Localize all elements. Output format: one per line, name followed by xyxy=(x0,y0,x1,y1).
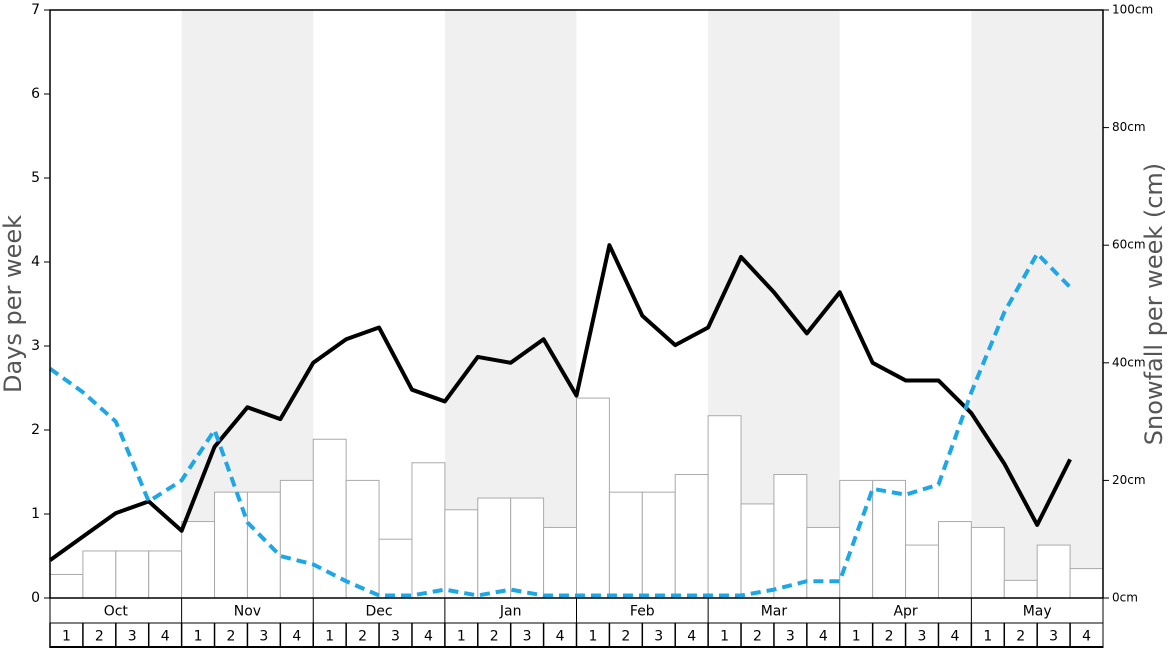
week-label: 2 xyxy=(1016,629,1025,645)
week-label: 4 xyxy=(556,629,565,645)
bar xyxy=(345,479,380,599)
week-label: 3 xyxy=(918,629,927,645)
bar xyxy=(115,550,150,599)
week-label: 3 xyxy=(786,629,795,645)
bar xyxy=(576,397,610,599)
week-label: 1 xyxy=(325,629,334,645)
week-label: 2 xyxy=(753,629,762,645)
y2-tick-label: 80cm xyxy=(1112,120,1146,134)
bar xyxy=(49,573,84,599)
bar xyxy=(872,479,907,599)
y-tick-label: 7 xyxy=(31,2,40,18)
bar xyxy=(1036,544,1071,599)
bar xyxy=(970,526,1005,599)
bar xyxy=(641,491,676,599)
y-tick-label: 0 xyxy=(31,590,40,606)
month-label: Nov xyxy=(234,604,261,620)
week-label: 1 xyxy=(194,629,203,645)
month-label: Oct xyxy=(104,604,129,620)
week-label: 3 xyxy=(523,629,532,645)
y2-tick-label: 100cm xyxy=(1112,3,1153,17)
week-label: 4 xyxy=(1082,629,1091,645)
bar xyxy=(411,462,446,599)
week-label: 3 xyxy=(1049,629,1058,645)
bar xyxy=(444,509,479,599)
bar xyxy=(707,415,742,599)
bar xyxy=(82,550,117,599)
bar xyxy=(905,544,939,599)
month-shade xyxy=(971,10,1103,598)
bar xyxy=(148,550,183,599)
y-tick-label: 6 xyxy=(31,86,40,102)
y2-tick-label: 20cm xyxy=(1112,473,1146,487)
week-label: 1 xyxy=(588,629,597,645)
bar xyxy=(279,479,314,599)
y-axis-title: Days per week xyxy=(0,215,27,393)
month-label: Apr xyxy=(893,604,917,620)
bar xyxy=(1003,579,1038,599)
month-label: Jan xyxy=(499,604,522,620)
line xyxy=(48,251,1072,598)
week-label: 3 xyxy=(654,629,663,645)
y2-tick-label: 40cm xyxy=(1112,355,1146,369)
month-label: May xyxy=(1023,604,1052,620)
y-tick-label: 4 xyxy=(31,254,40,270)
week-label: 4 xyxy=(424,629,433,645)
month-label: Mar xyxy=(761,604,788,620)
week-label: 3 xyxy=(128,629,137,645)
bar xyxy=(608,491,643,599)
week-label: 1 xyxy=(720,629,729,645)
y2-tick-label: 0cm xyxy=(1112,591,1138,605)
y-tick-label: 3 xyxy=(31,338,40,354)
week-label: 2 xyxy=(621,629,630,645)
bar xyxy=(246,491,281,599)
bar xyxy=(510,497,545,599)
bar xyxy=(806,526,841,599)
bar xyxy=(1069,568,1104,599)
bar xyxy=(181,521,216,599)
month-label: Feb xyxy=(630,604,655,620)
week-label: 4 xyxy=(819,629,828,645)
y2-tick-label: 60cm xyxy=(1112,238,1146,252)
bar xyxy=(543,526,577,599)
week-label: 2 xyxy=(490,629,499,645)
week-label: 1 xyxy=(62,629,71,645)
week-label: 2 xyxy=(227,629,236,645)
week-label: 1 xyxy=(457,629,466,645)
y-tick-label: 5 xyxy=(31,170,40,186)
bar xyxy=(740,503,775,599)
week-label: 2 xyxy=(95,629,104,645)
y-tick-label: 2 xyxy=(31,422,40,438)
bar xyxy=(477,497,512,599)
y2-axis-title: Snowfall per week (cm) xyxy=(1140,163,1168,445)
week-label: 4 xyxy=(950,629,959,645)
bar xyxy=(674,474,709,599)
week-label: 3 xyxy=(259,629,268,645)
bar xyxy=(937,521,972,599)
month-label: Dec xyxy=(366,604,393,620)
bar xyxy=(773,474,808,599)
week-label: 2 xyxy=(885,629,894,645)
week-label: 2 xyxy=(358,629,367,645)
week-label: 4 xyxy=(687,629,696,645)
y-tick-label: 1 xyxy=(31,506,40,522)
week-label: 1 xyxy=(983,629,992,645)
week-label: 3 xyxy=(391,629,400,645)
week-label: 4 xyxy=(161,629,170,645)
bar xyxy=(378,538,413,599)
week-label: 1 xyxy=(852,629,861,645)
week-label: 4 xyxy=(292,629,301,645)
